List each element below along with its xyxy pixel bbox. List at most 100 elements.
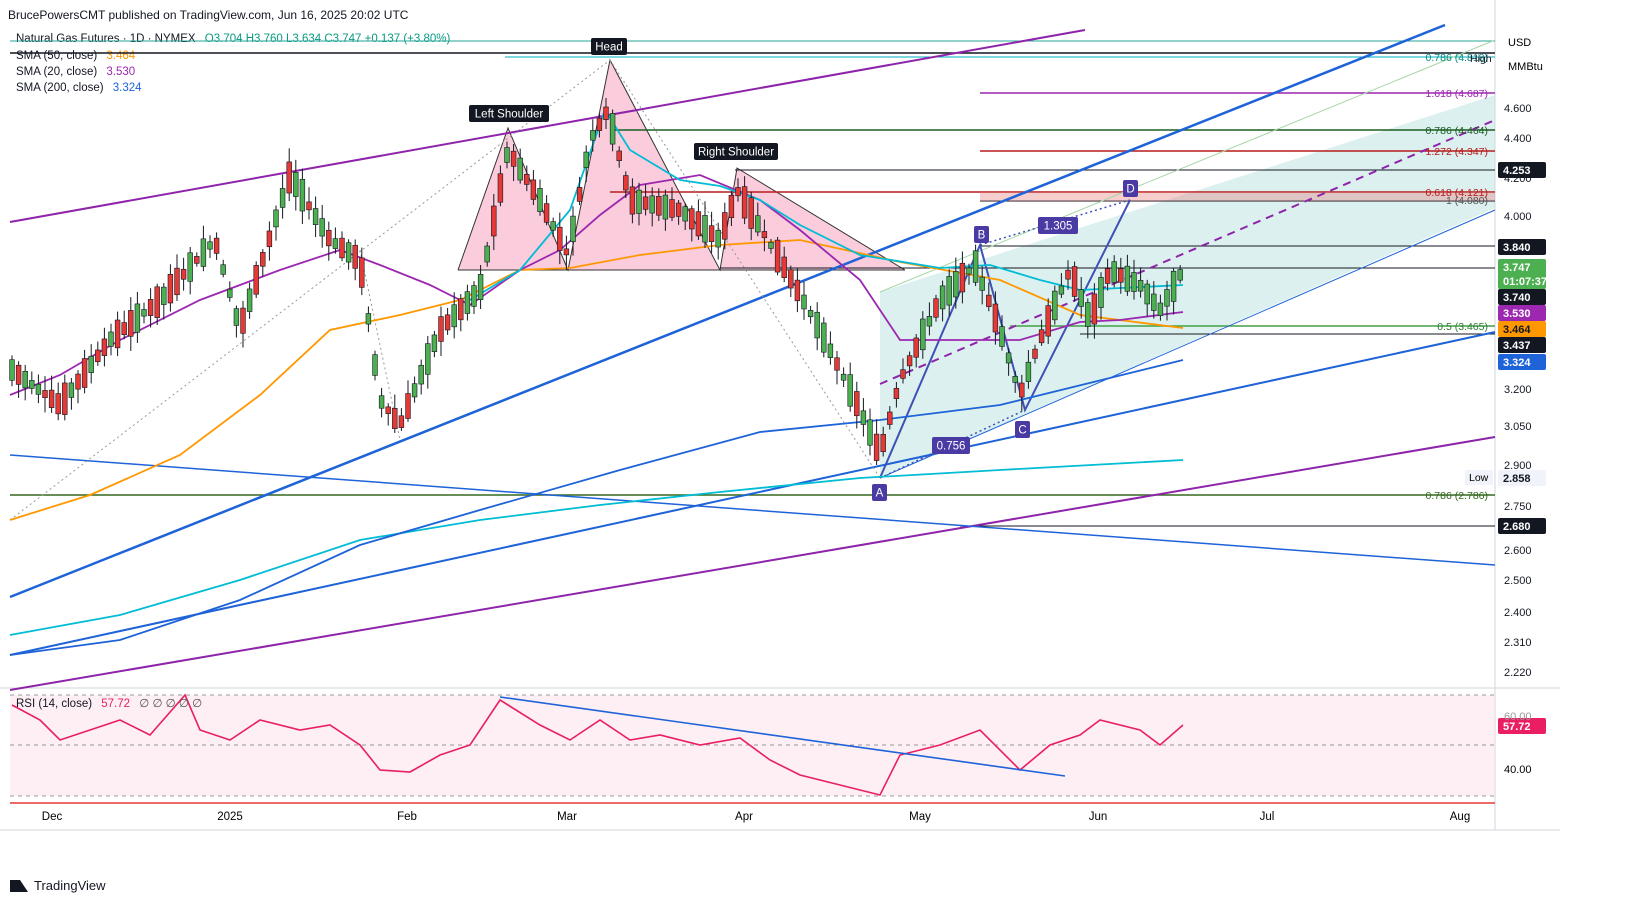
price-badge-bg (1498, 305, 1546, 321)
candle-up (411, 383, 418, 398)
candle-up (1157, 302, 1164, 316)
candle-up (451, 304, 457, 328)
candle-down (260, 252, 266, 267)
sma20-purple-line (9, 174, 1184, 396)
price-badge-bg (1498, 239, 1546, 255)
time-axis-label: Aug (1450, 811, 1470, 823)
time-axis-label: Dec (42, 811, 63, 823)
candle-down (114, 319, 121, 349)
tradingview-logo-icon (10, 879, 28, 892)
candle-up (966, 267, 972, 275)
candle-down (48, 389, 55, 408)
channel-lower-line (879, 209, 1496, 479)
candle-down (339, 237, 345, 259)
price-badge: 57.72 (1503, 721, 1531, 733)
candle-down (854, 391, 860, 417)
price-badge-bg (1498, 289, 1546, 305)
candle-up (233, 308, 240, 326)
point-d-label: D (1126, 184, 1134, 196)
rsi-tick-label: 60.00 (1504, 711, 1532, 723)
candle-down (959, 262, 966, 293)
candle-up (35, 383, 42, 395)
rsi-line (11, 693, 1184, 796)
time-axis-label: Feb (397, 811, 417, 823)
candle-down (306, 201, 312, 211)
fib-label: 0.618 (4.121) (1426, 187, 1488, 199)
candle-down (543, 203, 550, 223)
price-badge: 3.324 (1503, 357, 1531, 369)
candle-up (636, 189, 642, 214)
fib-label: 1.618 (4.687) (1426, 88, 1488, 100)
candle-up (1151, 293, 1157, 311)
candle-down (887, 411, 893, 425)
candle-up (471, 285, 477, 307)
candle-down (121, 322, 127, 336)
candle-down (167, 274, 174, 304)
legend-sma200[interactable]: SMA (200, close) 3.324 (16, 82, 142, 94)
price-tick-label: 2.500 (1504, 575, 1532, 587)
price-tick-label: 2.900 (1504, 460, 1532, 472)
candle-down (761, 231, 768, 239)
price-tick-label: 4.400 (1504, 133, 1532, 145)
time-axis-label: Jun (1089, 811, 1108, 823)
candle-up (1124, 265, 1131, 292)
ratio-0756-label-bg (932, 437, 970, 454)
price-badge: 3.740 (1503, 292, 1531, 304)
candle-up (134, 303, 141, 333)
candle-down (42, 390, 48, 399)
candle-up (1052, 290, 1058, 321)
candle-up (504, 147, 510, 163)
currency-label: USD (1508, 37, 1531, 49)
price-tick-label: 2.310 (1504, 637, 1532, 649)
sma20-value: 3.530 (106, 66, 136, 78)
candle-up (814, 311, 820, 339)
candles-group (9, 98, 1183, 465)
candle-down (788, 269, 794, 289)
legend-sma20[interactable]: SMA (20, close) 3.530 (16, 66, 135, 78)
head-label-bg (591, 38, 627, 55)
price-tick-label: 3.200 (1504, 384, 1532, 396)
candle-down (557, 226, 563, 251)
candle-up (1012, 376, 1018, 383)
candle-down (398, 415, 405, 428)
price-badge-bg (1498, 259, 1546, 275)
candle-down (438, 316, 444, 342)
candle-down (524, 174, 530, 185)
candle-down (616, 150, 622, 161)
point-d-label-bg (1123, 180, 1138, 197)
candle-up (1025, 361, 1032, 382)
candle-up (88, 355, 94, 373)
point-a-label-bg (872, 484, 887, 501)
candle-down (253, 265, 259, 295)
candle-down (62, 382, 68, 415)
candle-down (286, 161, 292, 194)
candle-down (563, 248, 570, 256)
candle-up (1005, 352, 1012, 364)
upper-purple-channel-line (9, 29, 1086, 223)
candle-up (768, 241, 774, 249)
price-badge: 4.253 (1503, 165, 1531, 177)
price-badge: 3.840 (1503, 242, 1531, 254)
legend-rsi[interactable]: RSI (14, close) 57.72 ∅ ∅ ∅ ∅ ∅ (16, 696, 202, 710)
rsi-label: RSI (14, close) (16, 698, 93, 710)
candle-up (1085, 302, 1091, 327)
candle-down (240, 307, 246, 334)
publisher-line: BrucePowersCMT published on TradingView.… (8, 8, 409, 22)
candle-up (972, 250, 979, 283)
candle-up (161, 286, 167, 305)
candle-down (266, 230, 273, 248)
candle-down (491, 205, 497, 237)
candle-up (847, 374, 853, 407)
candle-down (596, 117, 603, 131)
candle-up (29, 380, 35, 389)
candle-down (735, 187, 741, 197)
candle-up (583, 151, 589, 168)
candle-down (642, 196, 649, 210)
candle-up (939, 285, 946, 310)
head-fill (568, 60, 720, 270)
left-shoulder-label: Left Shoulder (475, 109, 544, 121)
candle-down (933, 298, 939, 318)
candle-up (365, 313, 372, 325)
